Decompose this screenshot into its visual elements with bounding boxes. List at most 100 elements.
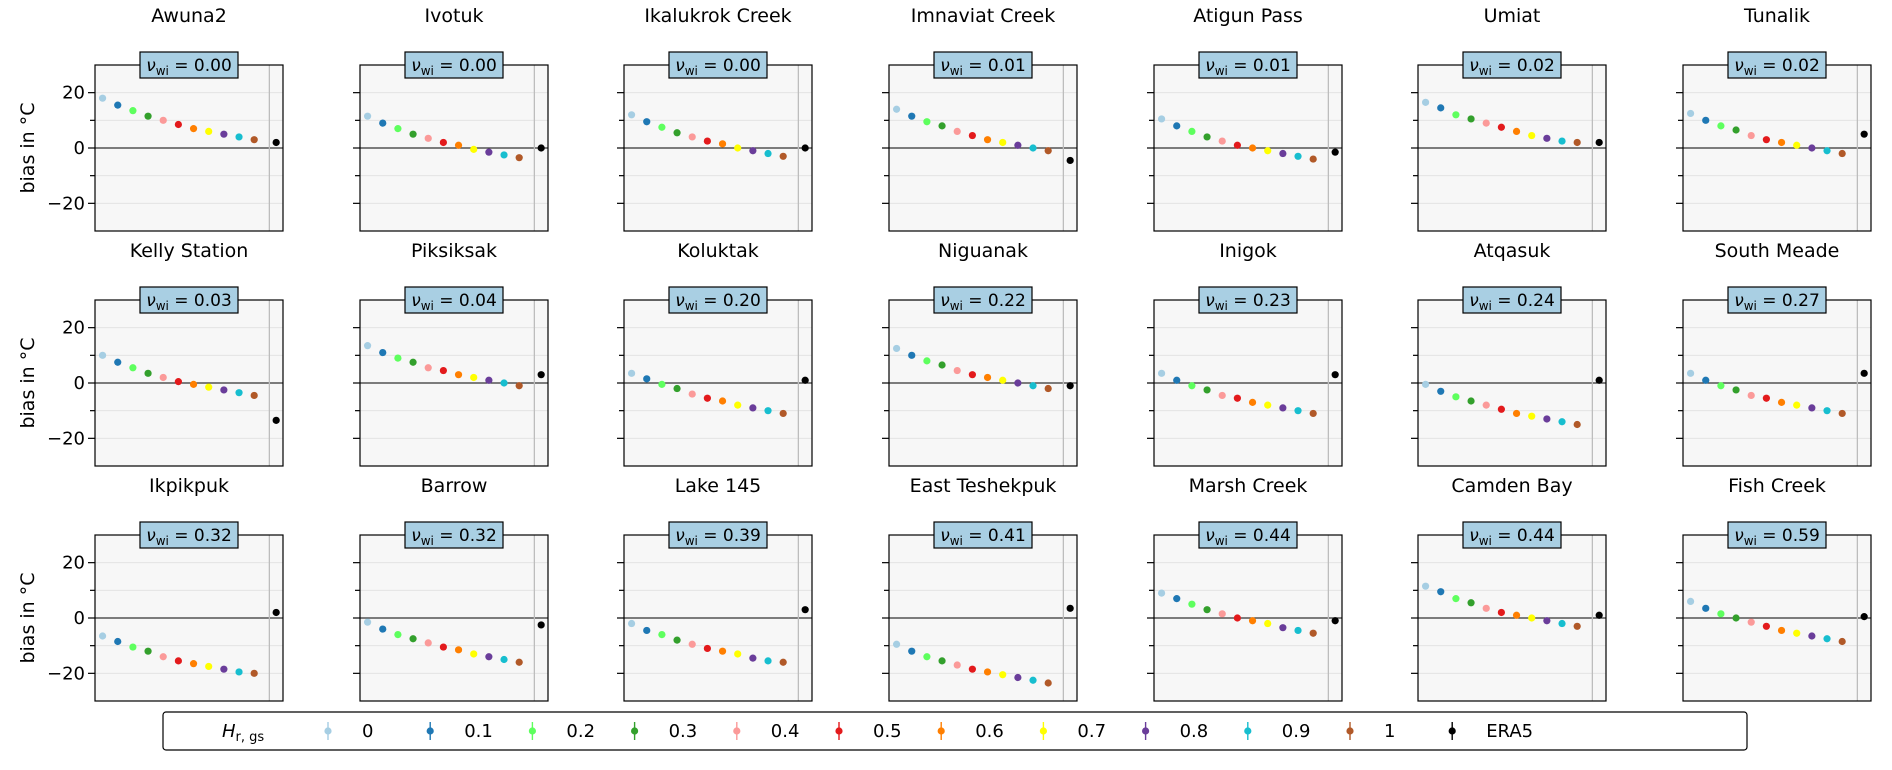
data-point-h0.8 (1279, 149, 1287, 158)
data-point-h0.7 (734, 650, 742, 658)
panel-title: East Teshekpuk (910, 475, 1057, 497)
data-point-h0.3 (1467, 599, 1475, 607)
data-point-h0.9 (1558, 137, 1566, 145)
data-point-h0.7 (999, 376, 1007, 384)
data-point-h0 (1157, 115, 1166, 123)
nu-label: νwi = 0.01 (1205, 56, 1291, 78)
y-tick-label: 0 (74, 373, 85, 394)
nu-label: νwi = 0.22 (940, 291, 1026, 313)
data-point-h0.3 (144, 369, 152, 377)
data-point-h0.9 (1294, 152, 1302, 160)
data-point-h0.5 (174, 378, 182, 386)
data-point-h0.2 (1717, 382, 1725, 390)
data-point-h0.4 (424, 639, 432, 647)
data-point-h0 (627, 369, 636, 377)
panel-ikalukrok-creek: Ikalukrok Creek νwi = 0.00 (617, 5, 813, 232)
data-point-h1 (250, 391, 258, 400)
data-point-h0.9 (500, 379, 508, 387)
data-point-h0.7 (734, 144, 742, 152)
nu-label: νwi = 0.02 (1469, 56, 1555, 78)
data-point-h0.6 (983, 373, 992, 382)
nu-label: νwi = 0.01 (940, 56, 1026, 78)
data-point-h0.9 (1823, 635, 1831, 643)
data-point-h1 (1044, 679, 1052, 687)
data-point-h0.6 (718, 647, 727, 655)
data-point-era5 (1595, 138, 1603, 147)
data-point-h0.1 (908, 647, 916, 655)
data-point-h0.5 (968, 131, 976, 140)
data-point-h1 (1309, 155, 1317, 163)
data-point-h0.4 (688, 640, 696, 648)
data-point-h0.6 (1248, 398, 1257, 406)
nu-box (139, 51, 239, 79)
data-point-era5 (537, 621, 545, 629)
panel-umiat: Umiat νwi = 0.02 (1411, 5, 1607, 232)
data-point-era5 (1860, 369, 1868, 377)
nu-label: νwi = 0.44 (1205, 526, 1291, 548)
data-point-h0.8 (1014, 673, 1022, 682)
panel-atigun-pass: Atigun Pass νwi = 0.01 (1147, 5, 1343, 232)
nu-box (404, 286, 504, 314)
legend-label: 0.4 (771, 721, 800, 742)
data-point-h1 (250, 669, 258, 677)
data-point-h1 (1838, 149, 1846, 158)
data-point-h0.5 (1497, 608, 1505, 617)
data-point-h0.3 (1467, 115, 1475, 123)
data-point-h0.6 (1248, 617, 1257, 625)
data-point-h0.3 (409, 358, 417, 366)
y-tick-label: −20 (47, 193, 85, 214)
data-point-h0.1 (643, 375, 651, 383)
data-point-h0.5 (1497, 405, 1505, 413)
legend-item-0.9: 0.9 (1244, 721, 1310, 742)
nu-box (404, 521, 504, 549)
nu-box (404, 51, 504, 79)
panel-atqasuk: Atqasuk νwi = 0.24 (1411, 240, 1607, 467)
legend-label: 0.5 (873, 721, 902, 742)
nu-box (1727, 286, 1827, 314)
panel-title: South Meade (1715, 240, 1840, 262)
data-point-h0.2 (1188, 600, 1196, 608)
data-point-h0.3 (409, 130, 417, 138)
data-point-h0.4 (953, 661, 961, 669)
data-point-h0.8 (485, 148, 493, 156)
data-point-h0.3 (673, 129, 681, 137)
data-point-h0.2 (394, 631, 402, 639)
legend-item-0.2: 0.2 (528, 721, 595, 742)
data-point-h0.1 (1702, 376, 1710, 384)
data-point-h0.6 (718, 397, 727, 405)
data-point-h0.2 (394, 354, 402, 362)
data-point-h0 (363, 112, 372, 120)
data-point-h0.2 (1452, 595, 1460, 603)
panel-inigok: Inigok νwi = 0.23 (1147, 240, 1343, 467)
data-point-h1 (1044, 384, 1052, 393)
legend-item-0.5: 0.5 (835, 721, 902, 742)
data-point-h0.6 (454, 141, 463, 149)
nu-box (139, 521, 239, 549)
data-point-h0 (1157, 589, 1166, 597)
legend-marker (1039, 727, 1047, 735)
data-point-h1 (250, 136, 258, 144)
data-point-era5 (1331, 371, 1339, 379)
data-point-h0.8 (1279, 624, 1287, 632)
data-point-h0.4 (1218, 610, 1226, 618)
data-point-h0.1 (908, 351, 916, 359)
data-point-h0.7 (470, 145, 478, 153)
data-point-h0.2 (923, 357, 931, 365)
nu-box (1727, 521, 1827, 549)
data-point-h0.4 (1482, 401, 1490, 409)
y-tick-label: 20 (62, 83, 85, 104)
legend-marker (426, 727, 434, 735)
nu-label: νwi = 0.00 (675, 56, 761, 78)
legend-marker (631, 727, 639, 735)
data-point-h0.8 (1014, 141, 1022, 149)
legend-marker (528, 727, 537, 735)
data-point-h0 (1421, 582, 1430, 590)
data-point-h0.6 (454, 371, 463, 379)
panel-awuna2: −20 0 20 Awuna2 νwi = 0.00 (47, 5, 284, 232)
nu-label: νwi = 0.24 (1469, 291, 1555, 313)
data-point-h0.2 (394, 125, 402, 133)
nu-label: νwi = 0.23 (1205, 291, 1291, 313)
panel-title: Camden Bay (1451, 475, 1572, 497)
data-point-h0 (892, 105, 901, 113)
